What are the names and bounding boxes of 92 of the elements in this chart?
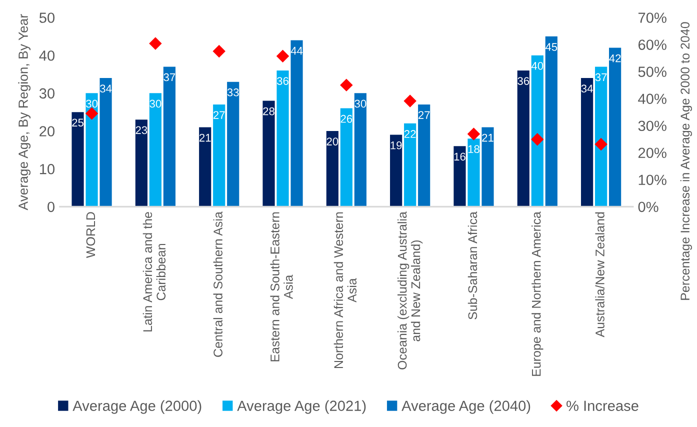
bar [163,66,176,207]
bar [482,127,494,207]
data-label: 25 [72,118,84,127]
bar [149,93,162,207]
point [340,78,353,92]
bar [609,48,622,207]
y2-tick-label: 60% [638,40,666,50]
x-tick-label: Central and Southern Asia [213,212,222,357]
bar [227,82,240,207]
y-tick-label: 40 [39,50,55,61]
y2-tick-label: 40% [638,94,666,104]
y-tick-label: 50 [39,12,55,23]
bar [199,127,212,207]
data-label: 22 [404,130,416,138]
x-tick-label: Eastern and South-Eastern Asia [270,212,293,362]
y-tick-label: 30 [39,88,55,99]
data-label: 37 [164,73,176,82]
y-tick-label: 0 [48,202,55,212]
legend-label: Average Age (2000) [72,400,202,414]
legend-label: % Increase [566,400,638,411]
y-axis-title: Average Age, By Region, By Year [18,14,31,210]
bar [290,40,303,207]
data-label: 21 [199,134,211,142]
bar [213,104,226,207]
data-label: 20 [326,138,338,146]
x-tick-label: WORLD [86,212,96,258]
bar [545,36,558,207]
data-label: 40 [531,62,544,70]
bar [418,104,430,207]
y2-tick-label: 20% [638,148,666,158]
bar [580,78,594,207]
point [149,37,162,50]
x-tick-label: Northern Africa and Western Asia [334,212,356,368]
data-label: 23 [136,126,148,134]
legend-label: Average Age (2021) [237,400,366,414]
point [85,107,98,120]
data-label: 34 [100,84,112,93]
bar [390,134,402,207]
bar [326,131,338,207]
data-label: 16 [454,152,466,161]
y2-tick-label: 70% [638,12,666,23]
point [467,128,480,140]
point [404,94,416,108]
data-label: 21 [482,134,494,142]
data-label: 36 [518,77,530,85]
y2-tick-label: 30% [638,120,666,132]
x-tick-label: Oceania (excluding Australia and New Zealand) [398,212,423,370]
data-label: 27 [418,111,430,119]
data-label: 45 [545,43,558,51]
bar [404,123,416,207]
bar [595,66,608,207]
data-label: 36 [276,77,288,85]
bar [468,138,480,207]
data-label: 30 [354,100,366,108]
y-tick-label: 20 [40,126,55,136]
data-label: 34 [581,84,593,93]
data-label: 30 [86,100,98,108]
y2-tick-label: 50% [638,66,666,77]
bar [276,70,289,207]
data-label: 19 [390,141,402,150]
bar [517,70,530,207]
bar [135,120,148,207]
bar [262,100,275,207]
y2-axis-title: Percentage Increase in Average Age 2000 to 2040 [680,22,692,300]
bar [454,146,466,207]
data-label: 18 [468,145,480,154]
data-label: 27 [213,111,225,119]
data-label: 28 [263,107,274,116]
legend-label: Average Age (2040) [402,400,530,414]
data-label: 30 [150,100,162,108]
data-label: 37 [595,73,607,82]
bar [72,112,84,207]
bar [531,55,544,207]
data-label: 42 [609,54,621,62]
data-label: 44 [290,46,303,55]
point [276,50,290,63]
x-tick-label: Sub-Saharan Africa [468,212,478,320]
point [212,44,226,58]
point [531,133,544,146]
x-tick-label: Latin America and the Caribbean [142,212,166,332]
data-label: 33 [227,88,239,96]
y2-tick-label: 0% [638,202,658,212]
x-tick-label: Europe and Northern America [532,212,544,376]
bar [86,93,98,207]
point [594,138,608,151]
y-tick-label: 10 [40,164,55,174]
bar [340,108,352,207]
bar [354,93,366,207]
bar [100,78,112,207]
y2-tick-label: 10% [638,174,666,186]
data-label: 26 [340,114,352,123]
x-tick-label: Australia/New Zealand [595,212,604,338]
